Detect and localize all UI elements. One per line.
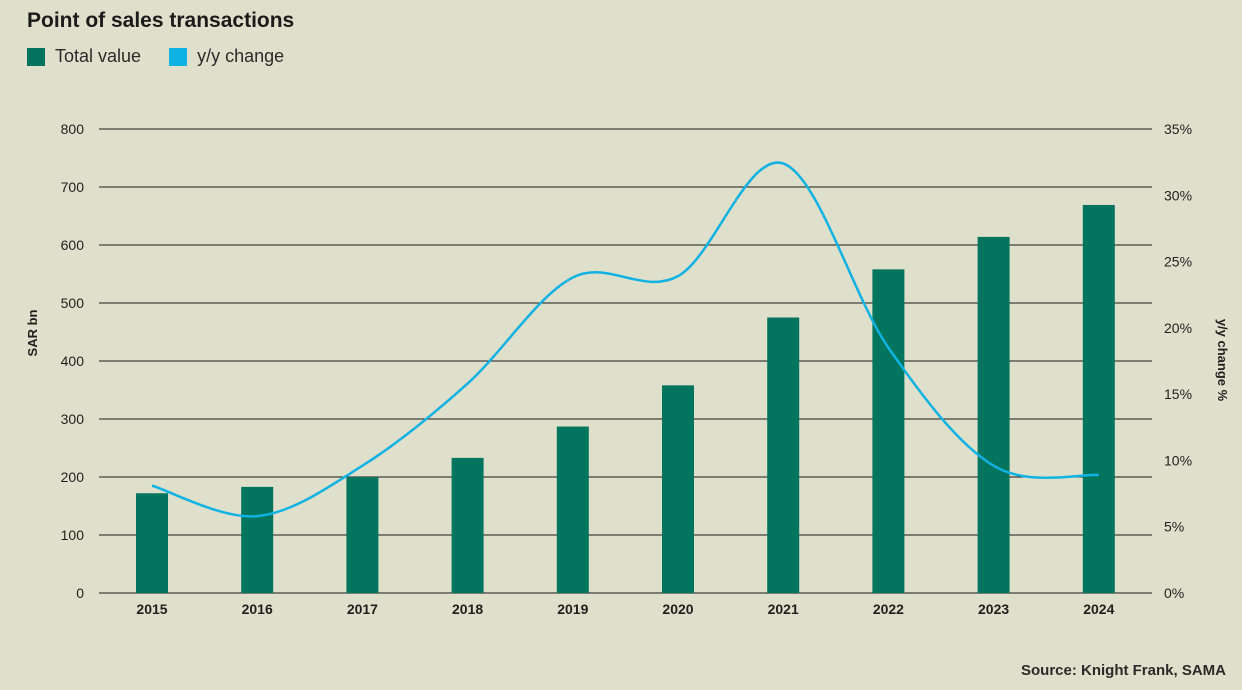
legend-item-total-value: Total value — [27, 46, 141, 67]
x-tick-label: 2022 — [873, 601, 904, 617]
x-tick-label: 2021 — [768, 601, 799, 617]
left-tick-label: 100 — [61, 527, 85, 543]
legend-label-yy-change: y/y change — [197, 46, 285, 66]
x-tick-label: 2017 — [347, 601, 378, 617]
left-tick-label: 200 — [61, 469, 85, 485]
right-axis-label: y/y change % — [1215, 319, 1230, 402]
legend-label-total-value: Total value — [55, 46, 142, 66]
bar-2020 — [662, 385, 694, 593]
right-tick-label: 10% — [1164, 452, 1192, 468]
legend-swatch-yy-change — [169, 47, 188, 66]
bar-2016 — [241, 486, 274, 593]
bar-2015 — [136, 493, 168, 593]
bar-2023 — [977, 236, 1010, 593]
bar-2019 — [556, 426, 589, 593]
left-tick-label: 0 — [76, 585, 84, 601]
source-note: Source: Knight Frank, SAMA — [1020, 662, 1226, 679]
x-axis-ticks: 2015 2016 2017 2018 2019 2020 2021 2022 2023 2024 — [136, 601, 1114, 617]
line-series — [151, 161, 1099, 518]
yy-change-line — [151, 161, 1099, 518]
left-axis-ticks: 0 100 200 300 400 500 600 700 800 — [61, 121, 85, 601]
bar-2022 — [872, 269, 905, 593]
x-tick-label: 2023 — [978, 601, 1009, 617]
left-tick-label: 500 — [61, 295, 85, 311]
x-tick-label: 2019 — [557, 601, 588, 617]
right-tick-label: 0% — [1164, 585, 1184, 601]
right-tick-label: 35% — [1164, 121, 1192, 137]
chart-title: Point of sales transactions — [27, 9, 295, 32]
right-tick-label: 30% — [1164, 187, 1192, 203]
legend-item-yy-change: y/y change — [169, 46, 284, 67]
x-tick-label: 2018 — [452, 601, 483, 617]
right-tick-label: 15% — [1164, 386, 1192, 402]
left-tick-label: 600 — [61, 237, 85, 253]
left-tick-label: 800 — [61, 121, 85, 137]
legend: Total value y/y change — [27, 46, 312, 67]
bar-2017 — [346, 477, 379, 593]
bar-2021 — [767, 317, 800, 593]
left-axis-label: SAR bn — [25, 309, 40, 356]
legend-swatch-total-value — [27, 47, 45, 66]
bars — [136, 204, 1115, 594]
left-tick-label: 400 — [61, 353, 85, 369]
bar-2018 — [451, 457, 484, 593]
bar-2024 — [1082, 204, 1115, 594]
right-axis-ticks: 0% 5% 10% 15% 20% 25% 30% 35% — [1164, 121, 1192, 601]
x-tick-label: 2015 — [136, 601, 167, 617]
x-tick-label: 2024 — [1083, 601, 1114, 617]
right-tick-label: 20% — [1164, 320, 1192, 336]
left-tick-label: 700 — [61, 179, 85, 195]
right-tick-label: 5% — [1164, 519, 1184, 535]
right-tick-label: 25% — [1164, 254, 1192, 270]
x-tick-label: 2020 — [662, 601, 693, 617]
x-tick-label: 2016 — [242, 601, 273, 617]
gridlines — [99, 128, 1152, 594]
left-tick-label: 300 — [61, 411, 85, 427]
